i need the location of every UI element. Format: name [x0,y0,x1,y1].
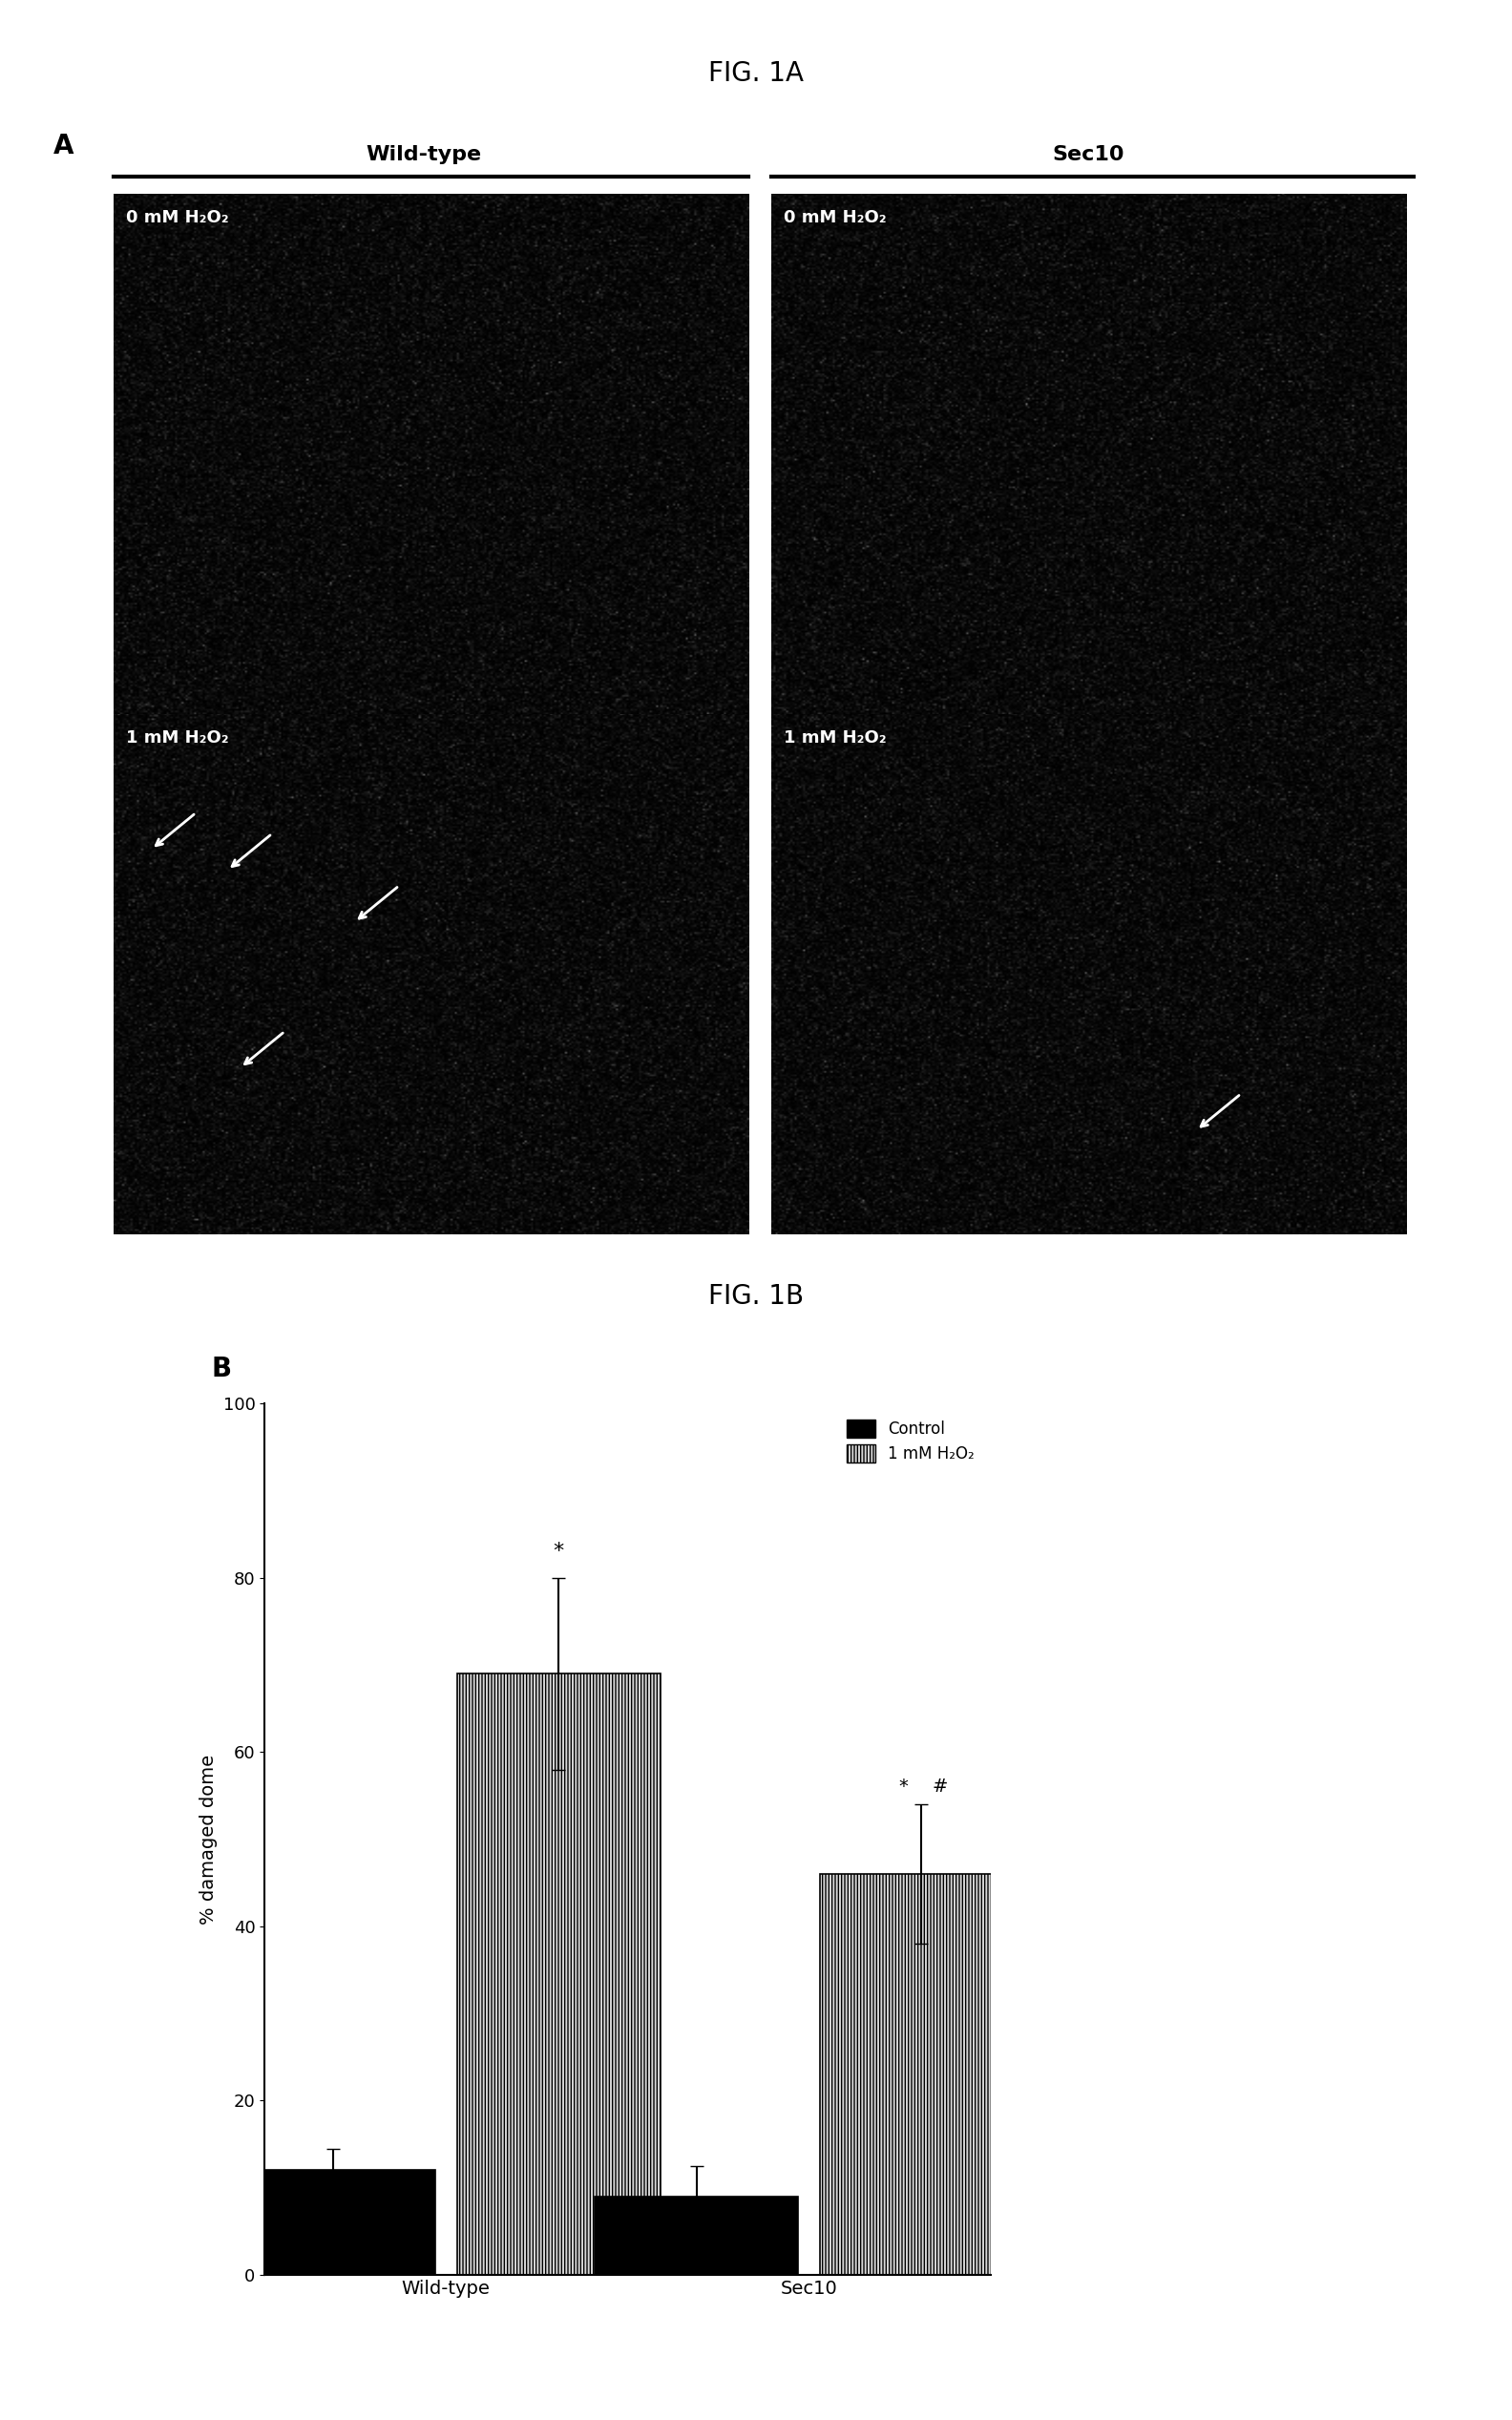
Bar [820,1873,1024,2275]
Y-axis label: % damaged dome: % damaged dome [200,1754,218,1924]
Text: Sec10: Sec10 [1052,145,1125,165]
Bar [457,1675,661,2275]
Text: 1 mM H₂O₂: 1 mM H₂O₂ [125,728,228,748]
Text: *: * [898,1779,909,1796]
Text: Wild-type: Wild-type [366,145,481,165]
Text: FIG. 1A: FIG. 1A [708,60,804,87]
Text: A: A [53,133,74,160]
Text: 1 mM H₂O₂: 1 mM H₂O₂ [783,728,886,748]
Legend: Control, 1 mM H₂O₂: Control, 1 mM H₂O₂ [839,1411,983,1471]
Text: 0 mM H₂O₂: 0 mM H₂O₂ [125,208,228,227]
Text: 0 mM H₂O₂: 0 mM H₂O₂ [783,208,886,227]
Bar [594,2197,798,2275]
Text: B: B [212,1355,231,1382]
Text: #: # [931,1779,948,1796]
Text: *: * [553,1542,564,1561]
Bar [231,2171,435,2275]
Text: FIG. 1B: FIG. 1B [708,1283,804,1309]
